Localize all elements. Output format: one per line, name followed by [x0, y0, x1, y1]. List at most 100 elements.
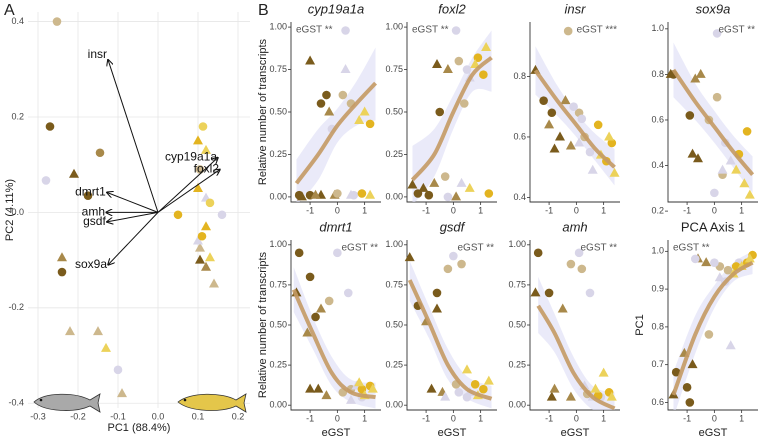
point [712, 29, 722, 38]
point [201, 261, 211, 271]
point [429, 177, 440, 187]
point [671, 367, 681, 377]
y-tick-label: 0.75 [508, 279, 526, 289]
point [687, 359, 698, 369]
point [484, 189, 494, 198]
point [451, 26, 461, 35]
loading-arrow [107, 211, 159, 222]
fish-icon [177, 393, 247, 413]
confidence-band [673, 42, 753, 193]
point [685, 398, 695, 407]
y-tick-label: 0.4 [11, 16, 24, 26]
point [577, 114, 587, 124]
point [209, 278, 219, 288]
axis-line [667, 240, 758, 411]
annotation: eGST ** [673, 243, 710, 254]
y-tick-label: 0.75 [385, 64, 403, 74]
point [338, 90, 348, 100]
arrow-label: insr [88, 47, 107, 61]
point [311, 312, 320, 322]
point [539, 96, 548, 105]
point [695, 68, 706, 78]
point [607, 138, 617, 148]
point [296, 191, 307, 201]
point [197, 231, 207, 241]
point [302, 327, 313, 337]
loading-arrow [108, 60, 159, 213]
y-tick-label: 0.50 [269, 319, 287, 329]
point [587, 164, 598, 174]
x-tick-label: 0.2 [232, 411, 245, 421]
point [725, 155, 736, 165]
point [117, 388, 127, 398]
point [432, 288, 442, 298]
x-tick-label: 0 [335, 413, 340, 423]
y-tick-label: 0.6 [651, 397, 664, 407]
point [322, 90, 331, 100]
annotation: eGST ** [581, 243, 618, 254]
x-tick-label: -0.1 [110, 411, 126, 421]
point [577, 264, 587, 274]
y-tick-label: 0.00 [385, 400, 403, 410]
point [609, 167, 620, 177]
y-axis-label: PC2 (4.11%) [4, 179, 16, 241]
point [604, 131, 615, 141]
x-tick-label: 1 [362, 413, 367, 423]
point [544, 288, 554, 298]
point [566, 259, 576, 269]
point [424, 190, 434, 200]
y-tick-label: 0.50 [269, 106, 287, 116]
point [217, 210, 227, 220]
y-tick-label: 1.0 [651, 246, 664, 256]
x-tick-label: 1 [601, 205, 606, 215]
fit-line [533, 69, 616, 169]
point [714, 272, 725, 282]
loading-arrow [107, 192, 159, 213]
y-axis-label: Relative number of transcripts [257, 38, 269, 185]
arrow-label: sox9a [75, 257, 107, 271]
point [547, 108, 557, 118]
y-tick-label: 1.00 [269, 21, 287, 31]
x-axis-label: eGST [561, 427, 590, 439]
axis-line [290, 240, 381, 411]
y-tick-label: 0.75 [269, 64, 287, 74]
point [41, 176, 51, 185]
panel-title: amh [562, 219, 587, 234]
point [665, 68, 676, 78]
point [426, 383, 437, 393]
point [717, 164, 728, 174]
point [454, 56, 464, 66]
point [310, 189, 321, 199]
fish-icon [33, 393, 101, 413]
confidence-band [538, 276, 615, 410]
loading-arrow [157, 158, 218, 213]
panel-title: gsdf [440, 219, 466, 234]
point [555, 131, 565, 141]
confidence-band [535, 46, 615, 186]
y-tick-label: 0.8 [651, 321, 664, 331]
point [593, 120, 603, 130]
point [462, 65, 472, 74]
point [205, 252, 215, 262]
point [305, 383, 316, 393]
point [193, 135, 203, 145]
point [101, 342, 111, 352]
point [731, 164, 742, 174]
confidence-band [409, 260, 492, 409]
y-tick-label: 0.25 [385, 149, 403, 159]
annotation: eGST ** [458, 243, 495, 254]
point [407, 179, 418, 189]
point [346, 394, 356, 404]
point [693, 153, 703, 163]
x-tick-label: -0.3 [30, 411, 46, 421]
point [316, 303, 326, 313]
point [685, 111, 695, 120]
point [195, 254, 205, 264]
point [442, 64, 453, 74]
point [333, 248, 342, 258]
point [173, 210, 183, 220]
point [457, 259, 466, 269]
point [57, 267, 67, 277]
point [313, 383, 324, 393]
y-tick-label: -0.4 [8, 398, 24, 408]
